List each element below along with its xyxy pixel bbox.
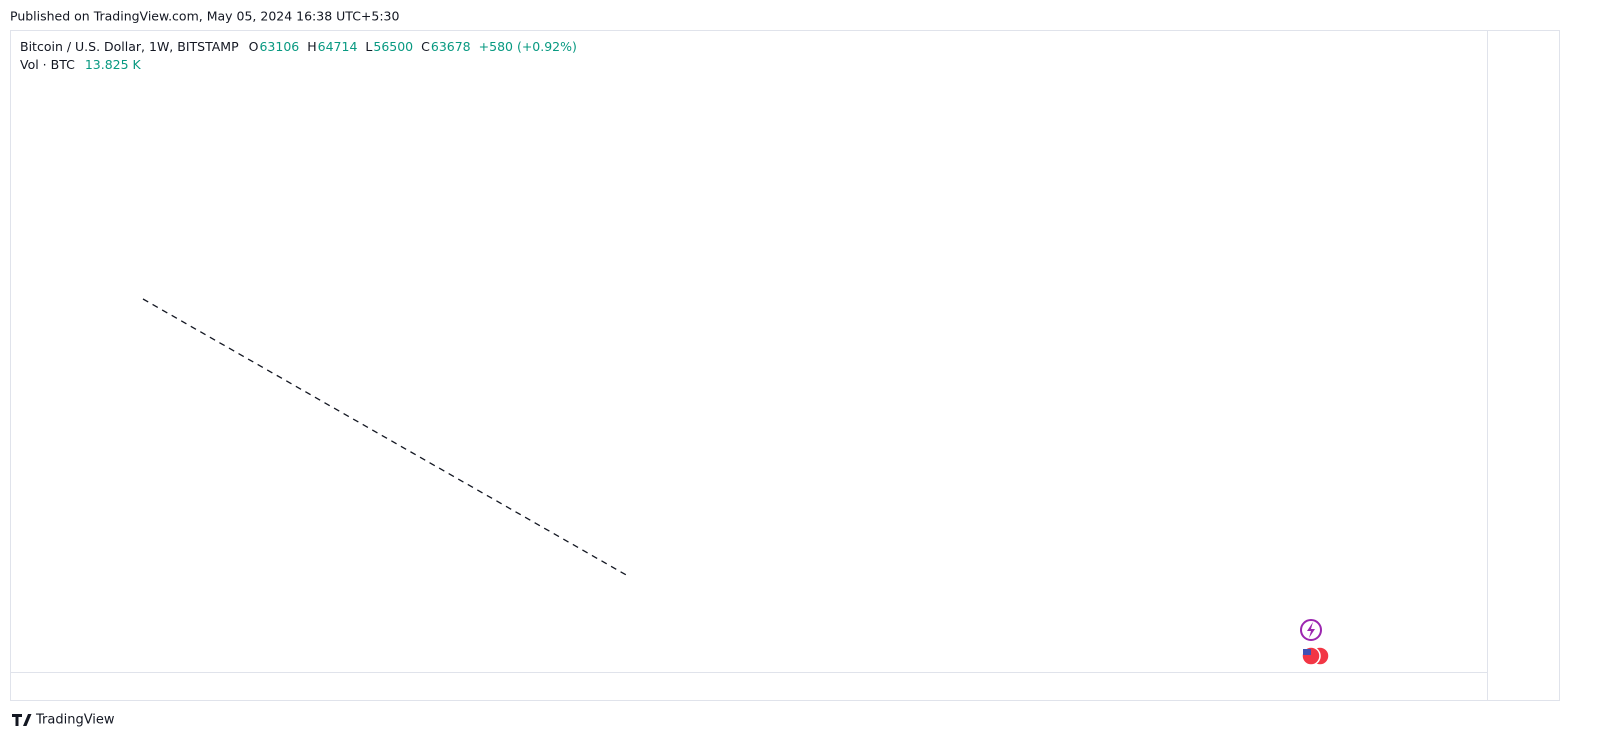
- event-icons: [1300, 619, 1330, 666]
- lightning: [1307, 622, 1315, 638]
- volume-legend: Vol · BTC 13.825 K: [20, 57, 142, 72]
- legend-value: 63106: [259, 39, 299, 54]
- legend-volume-value: 13.825 K: [85, 57, 142, 72]
- legend-value: 64714: [318, 39, 358, 54]
- brand-logo: [12, 714, 32, 726]
- legend-value: 56500: [373, 39, 413, 54]
- legend-title: Bitcoin / U.S. Dollar, 1W, BITSTAMP: [20, 39, 239, 54]
- legend-value: 63678: [431, 39, 471, 54]
- brand-name: TradingView: [35, 713, 115, 728]
- flag-canton: [1303, 649, 1311, 655]
- legend-key: C: [421, 39, 430, 54]
- trend-line: [142, 298, 629, 577]
- legend-change: +580 (+0.92%): [479, 39, 577, 54]
- legend-key: H: [307, 39, 316, 54]
- legend-key: L: [365, 39, 372, 54]
- chart-frame: [10, 30, 1560, 701]
- published-note: Published on TradingView.com, May 05, 20…: [10, 9, 400, 24]
- brand: TradingView: [12, 713, 115, 728]
- legend-volume-name: Vol · BTC: [20, 57, 75, 72]
- symbol-legend: Bitcoin / U.S. Dollar, 1W, BITSTAMP O6310…: [20, 39, 577, 54]
- legend-key: O: [249, 39, 259, 54]
